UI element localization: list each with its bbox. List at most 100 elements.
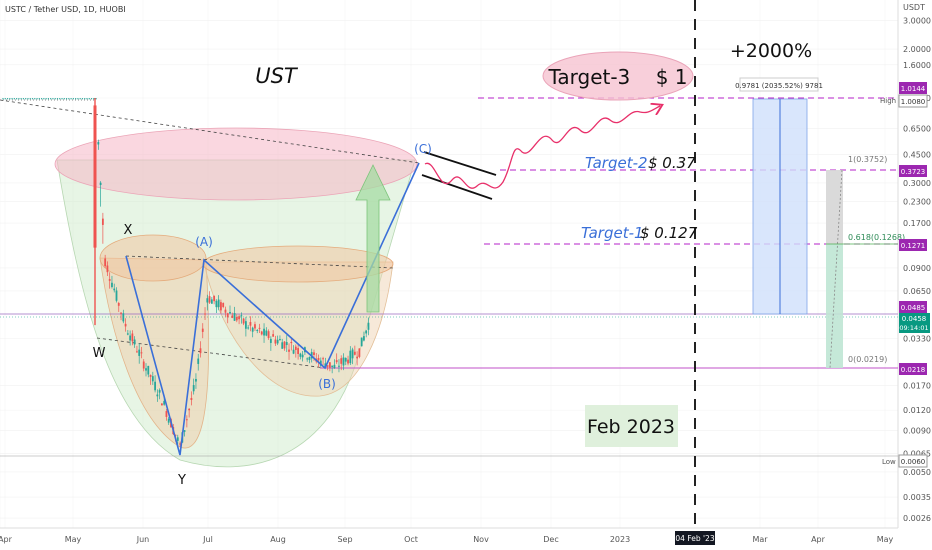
candle: [52, 98, 54, 100]
candle: [249, 322, 252, 326]
candle: [297, 348, 299, 354]
price-tick: 2.0000: [903, 45, 931, 54]
target3-badge: [899, 82, 927, 94]
candle: [220, 302, 222, 311]
price-tick: 0.0065: [903, 449, 931, 458]
candle: [43, 98, 45, 100]
price-tick: 0.0650: [903, 287, 931, 296]
candle: [79, 98, 81, 100]
candle: [274, 339, 277, 344]
time-tick: Nov: [473, 535, 489, 544]
candle: [242, 318, 245, 324]
trendline-mid: [125, 255, 394, 269]
price-tick: 0.2300: [903, 198, 931, 207]
candle: [126, 333, 129, 335]
candle: [101, 218, 104, 225]
candle: [281, 342, 284, 349]
candle: [22, 98, 25, 100]
candle: [25, 98, 27, 100]
candle: [16, 98, 18, 100]
candle: [47, 98, 49, 100]
candle: [13, 98, 15, 100]
high-badge: [898, 94, 928, 108]
feb-label: Feb 2023: [587, 416, 675, 438]
candle: [344, 357, 347, 362]
candle: [95, 98, 97, 100]
candle: [238, 316, 240, 320]
candle: [54, 98, 56, 100]
price-tick: 0.1700: [903, 219, 931, 228]
time-tick: 2023: [610, 535, 630, 544]
candle: [90, 98, 93, 100]
high-label: High: [880, 97, 896, 105]
low-label: Low: [882, 458, 896, 466]
target1-value: $ 0.127: [640, 224, 698, 242]
wave-b-label: (B): [318, 377, 336, 391]
projected-wave: [424, 106, 660, 189]
candle: [65, 98, 68, 100]
candle: [86, 98, 88, 100]
price-tick: 0.4500: [903, 150, 931, 159]
candle: [229, 311, 231, 314]
candle: [288, 349, 290, 352]
candle: [93, 98, 95, 100]
price-tick: 0.0026: [903, 514, 931, 523]
candle: [276, 339, 279, 344]
countdown-text: 09:14:01: [899, 324, 928, 332]
candle: [240, 315, 243, 317]
candle: [247, 327, 250, 329]
currency-label: USDT: [903, 3, 925, 12]
wave-y-label: Y: [177, 473, 186, 488]
candle: [56, 98, 59, 100]
candle: [299, 353, 302, 357]
target1-name: Target-1: [581, 224, 644, 242]
fib-0-label: 0(0.0219): [848, 355, 887, 364]
candle: [290, 341, 293, 344]
candle: [306, 358, 309, 360]
candle: [363, 336, 365, 341]
support-badge-text: 0.0218: [901, 366, 926, 374]
candle: [338, 365, 340, 367]
target3-label: Target-3 $ 1: [547, 65, 687, 89]
candle: [185, 419, 188, 421]
price-tick: 1.6000: [903, 61, 931, 70]
date-badge-text: 04 Feb '23: [675, 534, 714, 543]
candle: [174, 434, 177, 436]
candle: [190, 397, 193, 401]
candle: [77, 98, 79, 100]
candle: [38, 98, 40, 100]
candle: [68, 98, 70, 100]
candle: [263, 328, 265, 336]
fib-diagonal: [829, 169, 843, 369]
flag-lower: [421, 174, 493, 200]
candle: [9, 98, 11, 100]
price-tick: 0.3000: [903, 179, 931, 188]
candle: [313, 352, 315, 355]
candle: [353, 351, 356, 355]
candle: [40, 98, 43, 100]
candle: [147, 365, 150, 375]
candle: [84, 98, 86, 100]
low-badge: [898, 454, 928, 468]
candle: [308, 357, 311, 360]
candle: [340, 358, 343, 364]
candle: [206, 298, 209, 303]
candle: [108, 279, 111, 281]
candle: [120, 312, 122, 314]
price-tick: 0.0330: [903, 335, 931, 344]
wave-x-label: X: [124, 223, 133, 238]
candle: [145, 368, 147, 371]
fib-box-upper: [826, 170, 843, 244]
candle: [208, 296, 211, 303]
price-tick: 0.0900: [903, 264, 931, 273]
current-price-badge: [899, 313, 930, 333]
candle: [342, 357, 345, 366]
resistance-badge-text: 0.0485: [901, 304, 926, 312]
measure-label: 0.9781 (2035.52%) 9781: [735, 82, 823, 90]
candle: [122, 313, 125, 322]
candle: [285, 342, 288, 346]
candle: [258, 327, 261, 329]
candle: [50, 98, 52, 100]
resistance-badge: [899, 301, 927, 313]
